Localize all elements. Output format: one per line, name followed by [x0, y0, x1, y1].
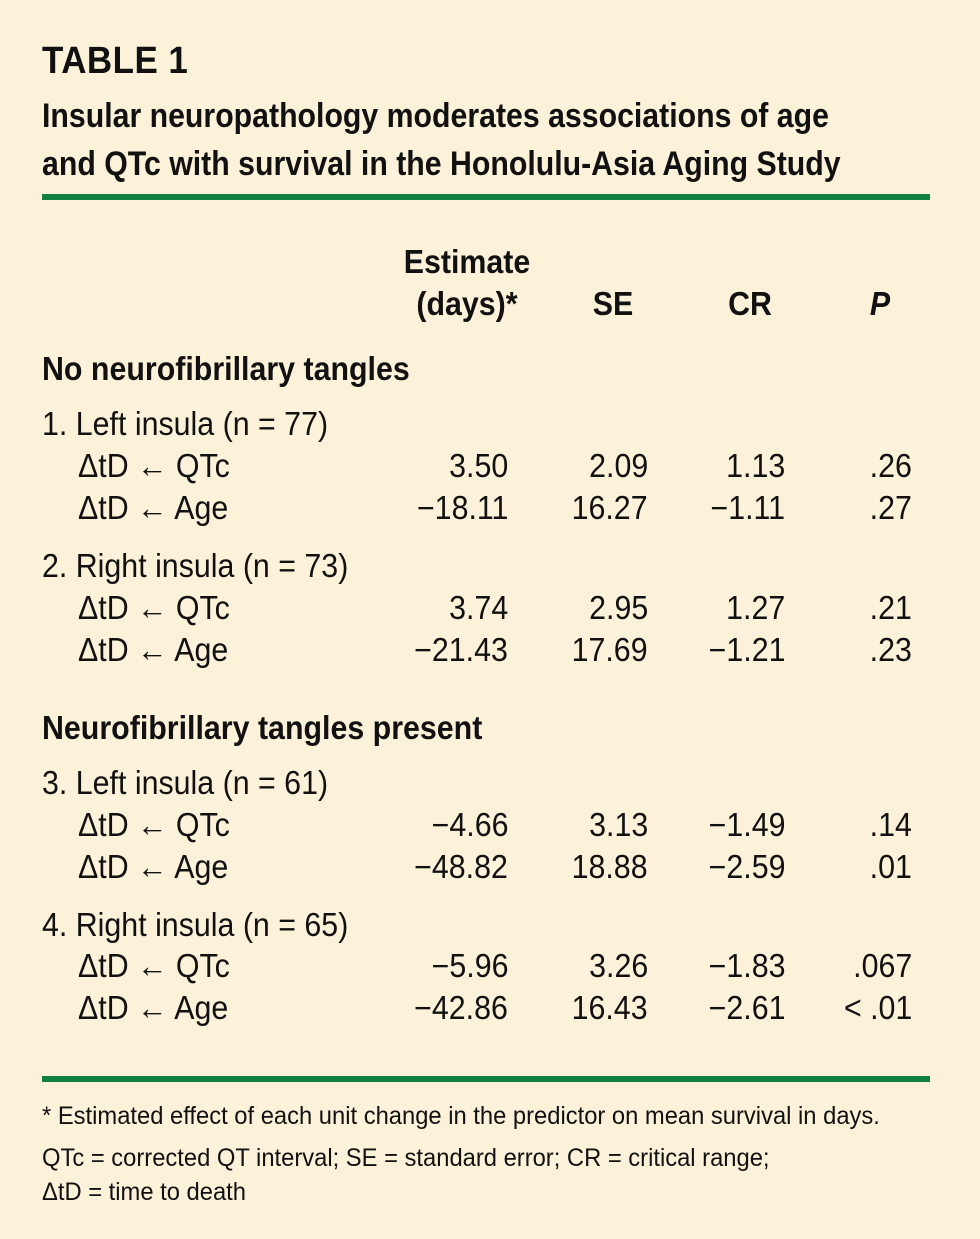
table-row: ΔtD ← QTc −4.66 3.13 −1.49 .14 [0, 806, 980, 848]
p-cell: .27 [869, 489, 912, 526]
estimate-cell: −42.86 [414, 989, 508, 1026]
estimate-cell: 3.50 [448, 447, 508, 484]
caption-line-2: and QTc with survival in the Honolulu-As… [42, 145, 841, 183]
group-label: 3. Left insula (n = 61) [42, 764, 329, 801]
p-cell: < .01 [843, 989, 912, 1026]
bottom-rule [42, 1076, 930, 1082]
estimate-cell: −5.96 [431, 947, 508, 984]
group-row: 1. Left insula (n = 77) [0, 405, 980, 447]
predictor-label: ΔtD ← Age [78, 848, 229, 885]
p-cell: .26 [869, 447, 912, 484]
estimate-cell: −4.66 [431, 806, 508, 843]
se-cell: 2.95 [588, 589, 648, 626]
se-cell: 3.13 [588, 806, 648, 843]
caption-line-1: Insular neuropathology moderates associa… [42, 97, 829, 135]
column-header-p: P [869, 285, 891, 322]
cr-cell: −1.83 [708, 947, 785, 984]
section-heading: No neurofibrillary tangles [42, 350, 410, 387]
column-header-se: SE [592, 285, 634, 322]
se-cell: 17.69 [572, 631, 648, 668]
column-header-estimate-line-1: Estimate [403, 243, 531, 280]
cr-cell: 1.13 [725, 447, 785, 484]
table-row: ΔtD ← QTc 3.50 2.09 1.13 .26 [0, 447, 980, 489]
predictor-label: ΔtD ← Age [78, 631, 229, 668]
group-row: 4. Right insula (n = 65) [0, 906, 980, 948]
footnote-estimate: * Estimated effect of each unit change i… [42, 1102, 880, 1130]
predictor-label: ΔtD ← QTc [78, 947, 230, 984]
estimate-cell: 3.74 [448, 589, 508, 626]
cr-cell: −1.49 [708, 806, 785, 843]
table-row: ΔtD ← Age −21.43 17.69 −1.21 .23 [0, 631, 980, 673]
cr-cell: −1.11 [710, 489, 785, 526]
predictor-label: ΔtD ← QTc [78, 806, 230, 843]
group-row: 3. Left insula (n = 61) [0, 764, 980, 806]
se-cell: 16.27 [572, 489, 648, 526]
se-cell: 2.09 [588, 447, 648, 484]
se-cell: 3.26 [588, 947, 648, 984]
predictor-label: ΔtD ← Age [78, 489, 229, 526]
table-row: ΔtD ← Age −48.82 18.88 −2.59 .01 [0, 848, 980, 890]
column-header-cr: CR [728, 285, 772, 322]
predictor-label: ΔtD ← QTc [78, 589, 230, 626]
se-cell: 18.88 [572, 848, 648, 885]
table-label: TABLE 1 [42, 40, 189, 82]
p-cell: .14 [869, 806, 912, 843]
section-heading: Neurofibrillary tangles present [42, 709, 483, 746]
predictor-label: ΔtD ← Age [78, 989, 229, 1026]
group-label: 1. Left insula (n = 77) [42, 405, 329, 442]
footnote-time-to-death: ΔtD = time to death [42, 1178, 246, 1206]
table-row: ΔtD ← QTc 3.74 2.95 1.27 .21 [0, 589, 980, 631]
cr-cell: −2.61 [708, 989, 785, 1026]
cr-cell: 1.27 [725, 589, 785, 626]
footnote-abbreviations: QTc = corrected QT interval; SE = standa… [42, 1144, 770, 1172]
table-caption: Insular neuropathology moderates associa… [42, 92, 896, 188]
cr-cell: −1.21 [708, 631, 785, 668]
estimate-cell: −48.82 [414, 848, 508, 885]
group-row: 2. Right insula (n = 73) [0, 547, 980, 589]
estimate-cell: −21.43 [414, 631, 508, 668]
p-cell: .067 [852, 947, 912, 984]
se-cell: 16.43 [572, 989, 648, 1026]
predictor-label: ΔtD ← QTc [78, 447, 230, 484]
table-row: ΔtD ← QTc −5.96 3.26 −1.83 .067 [0, 947, 980, 989]
p-cell: .01 [869, 848, 912, 885]
table-row: ΔtD ← Age −42.86 16.43 −2.61 < .01 [0, 989, 980, 1031]
p-cell: .23 [869, 631, 912, 668]
p-cell: .21 [869, 589, 912, 626]
column-header-estimate-line-2: (days)* [416, 285, 518, 322]
top-rule [42, 194, 930, 200]
cr-cell: −2.59 [708, 848, 785, 885]
estimate-cell: −18.11 [416, 489, 508, 526]
column-header-estimate: Estimate (days)* [398, 241, 536, 325]
group-label: 2. Right insula (n = 73) [42, 547, 349, 584]
group-label: 4. Right insula (n = 65) [42, 906, 349, 943]
table-row: ΔtD ← Age −18.11 16.27 −1.11 .27 [0, 489, 980, 531]
